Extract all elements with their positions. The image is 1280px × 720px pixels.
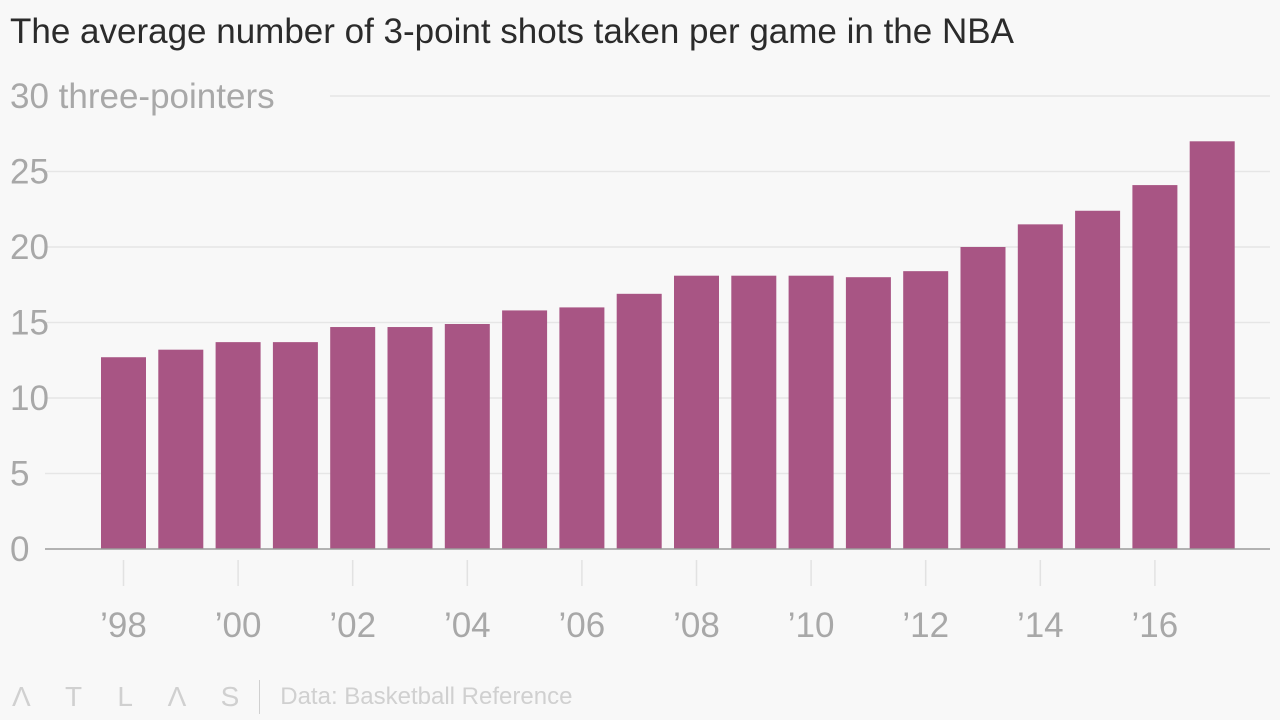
bar-2001 [272, 342, 318, 549]
bar-2017 [1189, 141, 1235, 550]
bar-2013 [960, 247, 1006, 549]
bar-2007 [616, 293, 662, 549]
y-tick-label: 5 [10, 455, 29, 494]
bar-2014 [1017, 224, 1063, 549]
y-tick-label: 10 [10, 379, 49, 418]
x-tick-label: ’00 [215, 606, 262, 645]
y-tick-label: 25 [10, 153, 49, 192]
x-tick-label: ’06 [559, 606, 606, 645]
y-tick-label: 0 [10, 530, 29, 569]
chart-title: The average number of 3-point shots take… [10, 12, 1014, 51]
bar-2002 [330, 327, 376, 549]
footer-divider [259, 680, 261, 714]
bar-2005 [502, 310, 548, 549]
x-tick-label: ’12 [902, 606, 949, 645]
bar-2011 [845, 277, 891, 549]
bar-2008 [674, 275, 719, 549]
bar-2000 [215, 342, 261, 549]
bar-2015 [1075, 210, 1121, 549]
source-note: Data: Basketball Reference [280, 683, 573, 710]
bar-2010 [788, 275, 834, 549]
bar-2009 [731, 275, 777, 549]
x-tick-label: ’02 [329, 606, 376, 645]
bar-2006 [559, 307, 605, 549]
bar-2012 [903, 271, 949, 549]
y-tick-label: 20 [10, 228, 49, 267]
y-tick-label: 30 three-pointers [10, 77, 275, 116]
bar-2003 [387, 327, 433, 549]
x-tick-label: ’08 [673, 606, 720, 645]
bar-1999 [158, 349, 204, 549]
atlas-logo: Λ T L Λ S [12, 681, 254, 712]
x-tick-label: ’16 [1132, 606, 1179, 645]
bar-1998 [101, 357, 146, 549]
bar-2004 [444, 324, 490, 549]
x-tick-label: ’98 [100, 606, 147, 645]
bar-2016 [1132, 185, 1178, 549]
x-tick-label: ’14 [1017, 606, 1064, 645]
x-tick-label: ’04 [444, 606, 491, 645]
x-tick-label: ’10 [788, 606, 835, 645]
footer: Λ T L Λ S Data: Basketball Reference [12, 680, 572, 714]
y-tick-label: 15 [10, 304, 49, 343]
